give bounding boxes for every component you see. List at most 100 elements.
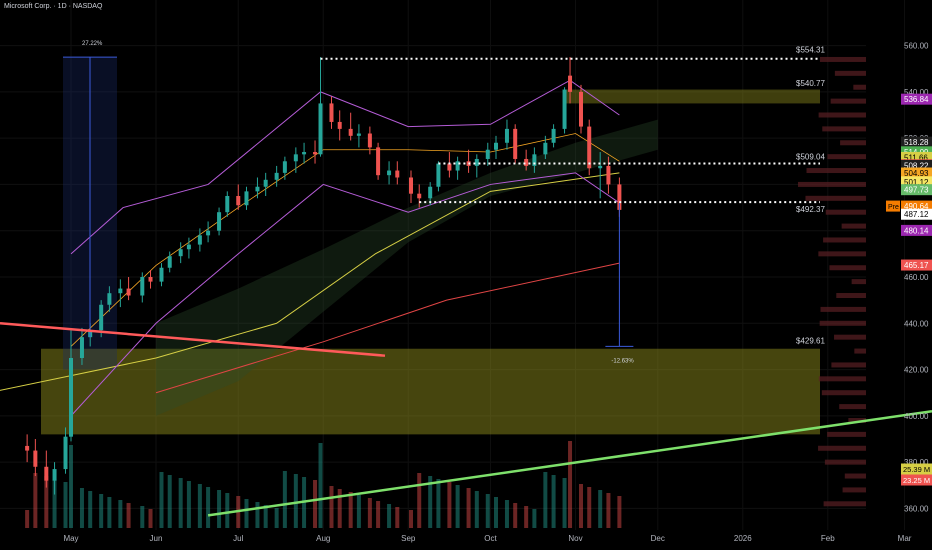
volume-bar — [52, 479, 57, 528]
candle-body — [543, 142, 548, 155]
price-tag-bg — [901, 167, 932, 179]
volume-bar — [126, 503, 131, 528]
candle-body — [428, 186, 433, 199]
candle-body — [118, 288, 123, 294]
volume-bar — [167, 475, 172, 528]
volume-profile-bar — [798, 181, 866, 187]
volume-profile-bar — [818, 376, 866, 382]
candle-body — [348, 128, 353, 136]
chart-title: Microsoft Corp. · 1D · NASDAQ — [4, 3, 103, 10]
volume-bar — [494, 497, 498, 528]
volume-bar — [282, 471, 287, 528]
candle-body — [63, 436, 68, 470]
volume-profile-bar — [822, 126, 866, 132]
volume-bar — [617, 496, 622, 528]
volume-bar — [313, 480, 318, 528]
volume-profile-bar — [806, 168, 866, 174]
volume-bar — [33, 473, 38, 528]
candle-body — [513, 128, 518, 159]
volume-bar — [532, 509, 537, 528]
x-tick-label: May — [63, 534, 78, 543]
x-tick-label: Feb — [821, 534, 835, 543]
ma-200 — [0, 172, 620, 391]
volume-bar — [88, 491, 93, 528]
price-level-label: $429.61 — [796, 336, 825, 345]
volume-profile-bar — [819, 56, 866, 62]
y-tick-label: 380.00 — [904, 458, 929, 467]
volume-profile-bar — [820, 306, 866, 312]
drawings: $554.31 $540.77 $509.04 $492.37 $429.61 27.22… — [0, 41, 932, 517]
volume-profile-bar — [821, 390, 866, 396]
volume-bar — [367, 498, 372, 528]
candle-body — [140, 277, 145, 296]
volume-profile-bar — [831, 362, 866, 368]
y-tick-label: 360.00 — [904, 504, 929, 513]
supply-zone — [564, 89, 820, 104]
price-tag-label: 465.17 — [904, 261, 929, 270]
price-tag-label: 511.66 — [904, 153, 928, 162]
price-tag-label: 508.22 — [904, 161, 929, 170]
candle-body — [524, 158, 529, 166]
volume-bar — [466, 488, 471, 528]
x-tick-label: 2026 — [734, 534, 752, 543]
volume-bar — [118, 500, 123, 528]
candle-body — [302, 152, 307, 155]
candle-body — [474, 158, 479, 166]
volume-profile-bar — [818, 112, 866, 118]
candle-body — [337, 121, 342, 129]
volume-profile-bar — [848, 417, 866, 423]
price-level-label: $540.77 — [796, 79, 825, 88]
candle-body — [504, 128, 509, 143]
y-tick-label: 400.00 — [904, 412, 929, 421]
candle-body — [313, 152, 318, 155]
price-tag-bg — [901, 184, 932, 196]
volume-bar — [447, 482, 452, 528]
price-tags: 536.84518.28514.09511.66508.49508.22504.… — [886, 93, 932, 486]
volume-bar — [140, 506, 145, 528]
y-tick-label: 440.00 — [904, 319, 929, 328]
volume-tag-bg — [901, 474, 932, 486]
price-tag-bg — [901, 151, 932, 163]
volume-profile-bar — [839, 404, 866, 410]
candle-body — [598, 165, 603, 169]
y-tick-label: 420.00 — [904, 366, 929, 375]
x-tick-label: Jul — [233, 534, 243, 543]
volume-bar — [409, 510, 413, 528]
volume-bar — [217, 490, 222, 528]
volume-bar — [318, 443, 323, 528]
candle-body — [329, 103, 334, 122]
price-tag-bg — [901, 176, 932, 188]
volume-bar — [387, 504, 392, 528]
candle-body — [79, 337, 84, 358]
candle-body — [356, 133, 361, 136]
candle-body — [107, 293, 112, 305]
candle-body — [367, 133, 372, 148]
volume-bar — [107, 497, 112, 528]
volume-tag-label: 25.39 M — [903, 465, 930, 474]
price-tag-label: 480.14 — [904, 226, 929, 235]
candle-body — [376, 147, 381, 176]
volume-bar — [606, 493, 611, 528]
candle-body — [455, 161, 460, 171]
volume-profile-bar — [851, 279, 866, 285]
price-tag-bg — [901, 159, 932, 171]
volume-profile-bar — [841, 223, 866, 229]
candle-body — [44, 466, 49, 481]
x-tick-label: Mar — [898, 534, 912, 543]
volume-bar — [524, 506, 529, 528]
candle-body — [436, 163, 441, 187]
candle-body — [225, 196, 230, 213]
measure-label-down: -12.63% — [611, 358, 634, 364]
candle-body — [206, 230, 211, 236]
trend-line-red — [0, 322, 386, 357]
candle-body — [236, 196, 241, 206]
candle-body — [532, 154, 537, 166]
volume-bar — [148, 509, 153, 528]
volume-tag-label: 23.25 M — [903, 476, 930, 485]
candle-body — [568, 75, 573, 92]
candle-body — [617, 184, 622, 210]
volume-bar — [395, 507, 400, 528]
x-tick-label: Aug — [316, 534, 330, 543]
volume-bar — [225, 493, 230, 528]
